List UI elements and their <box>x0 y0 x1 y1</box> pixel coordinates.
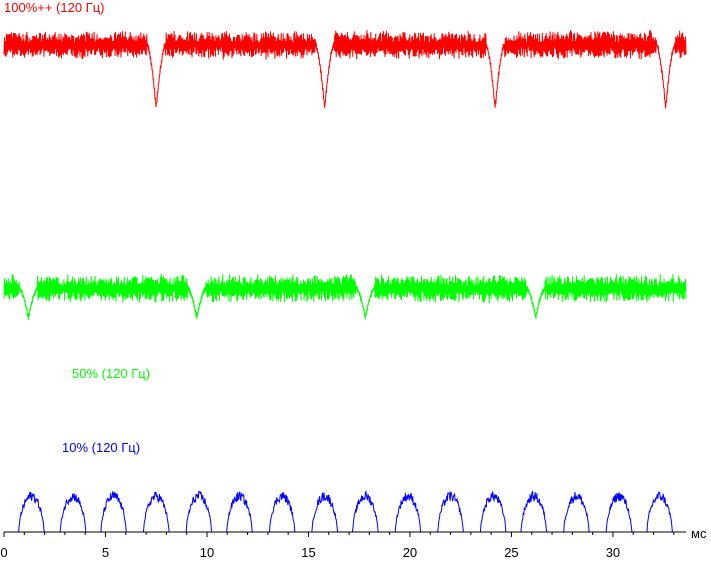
plot-area <box>3 30 687 533</box>
series-label-10: 10% (120 Гц) <box>62 440 140 455</box>
x-tick-label: 10 <box>200 545 214 560</box>
series-line-10 <box>4 489 686 533</box>
series-line-50 <box>3 273 687 320</box>
series-line-100 <box>3 30 687 109</box>
x-axis: 0 5 10 15 20 25 30 <box>0 531 686 560</box>
series-label-50: 50% (120 Гц) <box>72 366 150 381</box>
x-tick-label: 20 <box>403 545 417 560</box>
x-axis-unit-label: мс <box>691 526 707 541</box>
x-tick-label: 30 <box>606 545 620 560</box>
x-tick-label: 5 <box>102 545 109 560</box>
x-tick-label: 0 <box>0 545 7 560</box>
x-tick-label: 15 <box>301 545 315 560</box>
series-label-100: 100%++ (120 Гц) <box>4 0 105 15</box>
x-tick-label: 25 <box>504 545 518 560</box>
